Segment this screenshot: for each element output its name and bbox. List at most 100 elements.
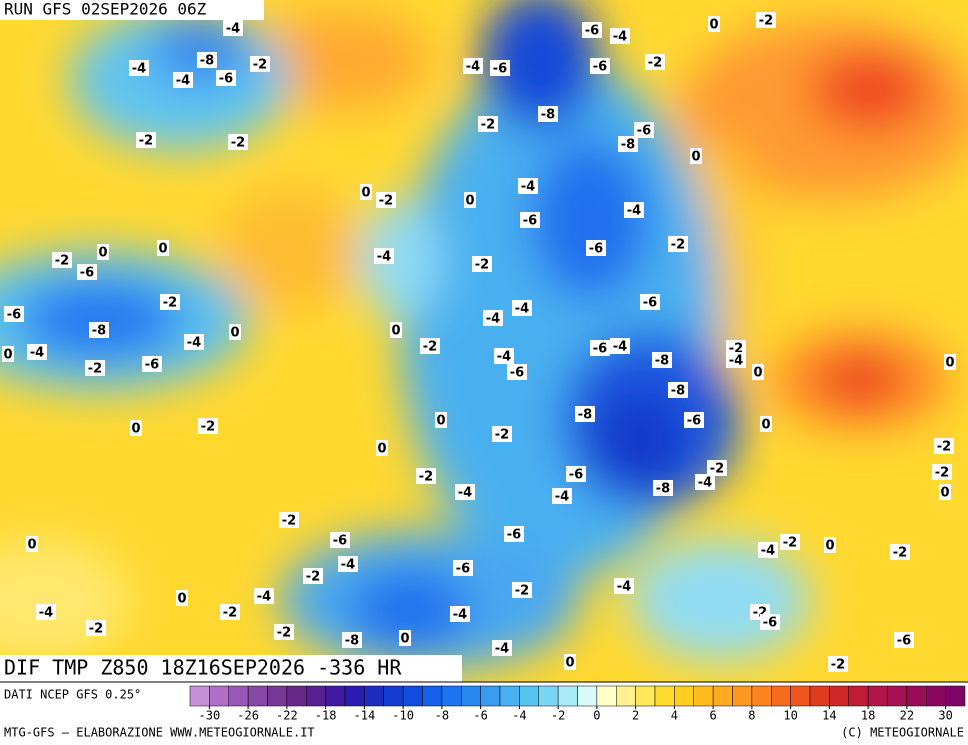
contour-label: -2 <box>253 58 267 73</box>
colorbar-swatch <box>557 685 578 707</box>
contour-label: -2 <box>89 622 103 637</box>
contour-label: 0 <box>391 324 400 339</box>
map-title: DIF TMP Z850 18Z16SEP2026 -336 HR <box>4 656 402 680</box>
colorbar-swatch <box>809 685 830 707</box>
contour-label: 0 <box>691 150 700 165</box>
contour-label-box <box>160 294 180 310</box>
contour-label: -2 <box>937 440 951 455</box>
contour-label-box <box>504 526 524 542</box>
colorbar-swatch <box>654 685 675 707</box>
contour-label: 0 <box>709 18 718 33</box>
contour-label: -2 <box>893 546 907 561</box>
contour-label-box <box>618 136 638 152</box>
colorbar-swatch <box>480 685 501 707</box>
contour-label: -2 <box>475 258 489 273</box>
contour-label: -4 <box>729 354 743 369</box>
colorbar-tick-label: -26 <box>237 709 259 723</box>
run-box <box>0 0 264 20</box>
contour-label-box <box>228 134 248 150</box>
contour-label-box <box>520 212 540 228</box>
contour-label: 0 <box>158 242 167 257</box>
contour-label-box <box>634 122 654 138</box>
colorbar-swatch <box>867 685 888 707</box>
colorbar-tick-label: 14 <box>822 709 836 723</box>
contour-label-box <box>760 614 780 630</box>
contour-label-box <box>614 578 634 594</box>
contour-label-box <box>708 16 720 32</box>
contour-label-box <box>934 438 954 454</box>
contour-label: 0 <box>230 326 239 341</box>
contour-label-box <box>420 338 440 354</box>
contour-label-box <box>52 252 72 268</box>
colorbar-tick-label: -14 <box>354 709 376 723</box>
contour-label-box <box>26 536 38 552</box>
contour-label: -4 <box>132 62 146 77</box>
colorbar-swatch <box>538 685 559 707</box>
colorbar-swatch <box>383 685 404 707</box>
contour-label-box <box>173 72 193 88</box>
contour-label: -8 <box>656 482 670 497</box>
colorbar-swatch <box>751 685 772 707</box>
colorbar-swatch <box>441 685 462 707</box>
contour-label: -4 <box>377 250 391 265</box>
contour-label: -6 <box>507 528 521 543</box>
contour-label-box <box>478 116 498 132</box>
contour-label-box <box>939 484 951 500</box>
contour-label: -4 <box>341 558 355 573</box>
contour-label: 0 <box>465 194 474 209</box>
colorbar-tick-label: 4 <box>671 709 678 723</box>
contour-label: -4 <box>761 544 775 559</box>
colorbar-swatch <box>596 685 617 707</box>
colorbar-swatch <box>461 685 481 707</box>
contour-label: -4 <box>613 30 627 45</box>
contour-labels: -4 0 -2 -6 -4 -4 -8 -2 -4 -6 -4 -6 -6 -2 -8 -2 -6 -2 -2 -8 0… <box>2 12 956 673</box>
colorbar-tick-label: 18 <box>861 709 875 723</box>
contour-label: -4 <box>187 336 201 351</box>
contour-label: 0 <box>436 414 445 429</box>
contour-label-box <box>492 640 512 656</box>
contour-label: -4 <box>458 486 472 501</box>
contour-label-box <box>4 306 24 322</box>
contour-label: -2 <box>223 606 237 621</box>
contour-label: -6 <box>585 24 599 39</box>
contour-label-box <box>552 488 572 504</box>
colorbar-tick-label: -4 <box>512 709 526 723</box>
contour-label: -6 <box>219 72 233 87</box>
contour-label: -4 <box>466 60 480 75</box>
contour-label-box <box>932 464 952 480</box>
contour-label-box <box>89 322 109 338</box>
contour-label-box <box>455 484 475 500</box>
contour-label: -2 <box>671 238 685 253</box>
source-label: DATI NCEP GFS 0.25° <box>4 688 141 702</box>
colorbar-swatch <box>906 685 927 707</box>
contour-label-box <box>828 656 848 672</box>
contour-label: -2 <box>481 118 495 133</box>
contour-label: 0 <box>377 442 386 457</box>
contour-label: 0 <box>940 486 949 501</box>
contour-label-box <box>342 632 362 648</box>
contour-label-box <box>894 632 914 648</box>
contour-label: -8 <box>655 354 669 369</box>
colorbar-swatch <box>635 685 656 707</box>
colorbar-swatch <box>422 685 443 707</box>
colorbar-swatch <box>887 685 908 707</box>
contour-label-box <box>453 560 473 576</box>
contour-label: -6 <box>637 124 651 139</box>
contour-label: -4 <box>176 74 190 89</box>
contour-label: -2 <box>277 626 291 641</box>
contour-label-box <box>142 356 162 372</box>
contour-label: -2 <box>419 470 433 485</box>
contour-label: -6 <box>80 266 94 281</box>
colorbar-swatch <box>790 685 811 707</box>
contour-label: -2 <box>935 466 949 481</box>
contour-label-box <box>416 468 436 484</box>
contour-label-box <box>157 240 169 256</box>
contour-label: -6 <box>897 634 911 649</box>
contour-label: -8 <box>92 324 106 339</box>
colorbar-swatch <box>771 685 791 707</box>
contour-label-box <box>216 70 236 86</box>
contour-label-box <box>590 58 610 74</box>
contour-label: 0 <box>177 592 186 607</box>
colorbar-tick-label: -18 <box>315 709 337 723</box>
